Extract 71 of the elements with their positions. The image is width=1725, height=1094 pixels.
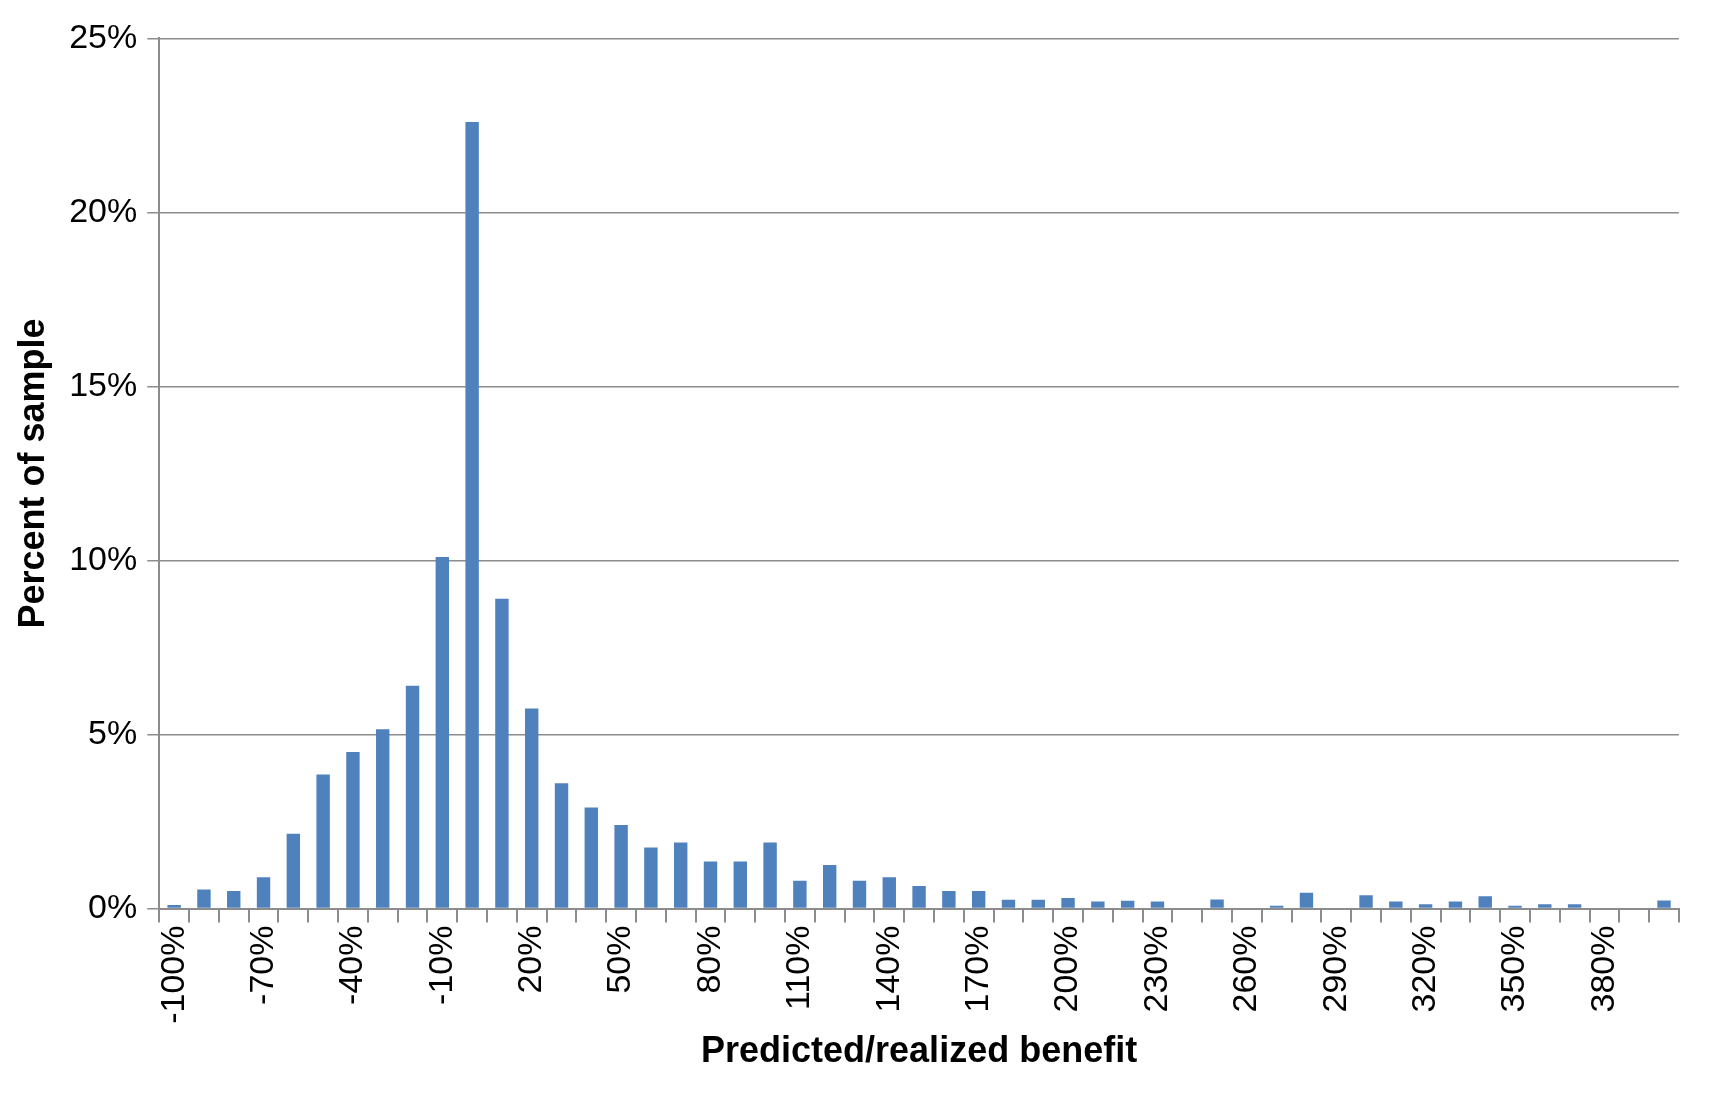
- bar: [1299, 892, 1314, 908]
- bar: [763, 842, 777, 908]
- x-tick-label: 320%: [1404, 925, 1442, 1013]
- bar: [614, 824, 628, 908]
- bar: [1657, 900, 1671, 908]
- bar: [227, 891, 241, 908]
- bar: [674, 842, 688, 908]
- x-tick-label: 20%: [510, 925, 549, 994]
- y-axis-title: Percent of sample: [10, 318, 52, 629]
- bar: [197, 889, 211, 908]
- bar: [405, 685, 420, 908]
- bar: [733, 861, 747, 908]
- bar: [1210, 899, 1224, 908]
- bar: [1091, 901, 1105, 908]
- bar: [703, 861, 718, 908]
- x-tick-label: -10%: [420, 925, 459, 1005]
- bar: [1359, 895, 1373, 908]
- x-tick-label: 290%: [1314, 925, 1353, 1013]
- bar: [882, 877, 896, 908]
- x-tick-label: -70%: [241, 925, 280, 1005]
- bar: [971, 891, 986, 908]
- bar: [1418, 904, 1433, 908]
- bar: [167, 905, 181, 908]
- bar: [1150, 901, 1165, 908]
- bar: [1538, 904, 1552, 908]
- bar: [435, 556, 450, 908]
- bar: [584, 807, 599, 908]
- y-tick-label: 10%: [69, 538, 138, 577]
- bar: [912, 885, 926, 908]
- y-tick-label: 0%: [88, 886, 138, 925]
- y-tick-label: 25%: [69, 16, 138, 55]
- x-tick-label: 110%: [778, 925, 817, 1010]
- bar: [346, 751, 360, 908]
- bar: [316, 774, 330, 908]
- bar: [286, 833, 301, 908]
- x-tick-label: 380%: [1582, 925, 1621, 1013]
- x-tick-label: 260%: [1225, 925, 1264, 1013]
- bar: [1031, 899, 1045, 908]
- bar: [554, 783, 569, 908]
- bar: [1269, 905, 1284, 908]
- bar: [525, 708, 539, 908]
- y-tick-label: 15%: [69, 364, 138, 403]
- bar: [793, 880, 807, 908]
- x-tick-label: 230%: [1135, 925, 1174, 1013]
- x-axis-title: Predicted/realized benefit: [701, 1029, 1138, 1071]
- bar: [1389, 901, 1403, 908]
- bar: [1508, 905, 1522, 908]
- bar: [822, 865, 837, 908]
- x-tick-label: 200%: [1046, 925, 1085, 1013]
- x-tick-label: 80%: [688, 925, 727, 994]
- x-tick-label: -100%: [152, 925, 191, 1024]
- y-tick-label: 5%: [88, 712, 138, 751]
- bar: [495, 598, 509, 908]
- bar: [1448, 901, 1463, 908]
- bar: [376, 729, 390, 908]
- bar: [465, 121, 479, 908]
- y-tick-label: 20%: [69, 190, 138, 229]
- bar: [1061, 898, 1075, 908]
- bar: [1120, 900, 1135, 908]
- x-tick-label: -40%: [331, 925, 370, 1005]
- x-tick-label: 170%: [957, 925, 996, 1013]
- x-tick-label: 350%: [1493, 925, 1532, 1013]
- bar: [1567, 904, 1582, 908]
- bar: [1478, 896, 1492, 908]
- bar: [942, 891, 956, 908]
- x-tick-label: 140%: [867, 925, 906, 1013]
- bar: [644, 847, 658, 908]
- x-tick-label: 50%: [599, 925, 638, 994]
- bar: [852, 880, 867, 908]
- bar: [256, 877, 271, 908]
- bar: [1001, 899, 1016, 908]
